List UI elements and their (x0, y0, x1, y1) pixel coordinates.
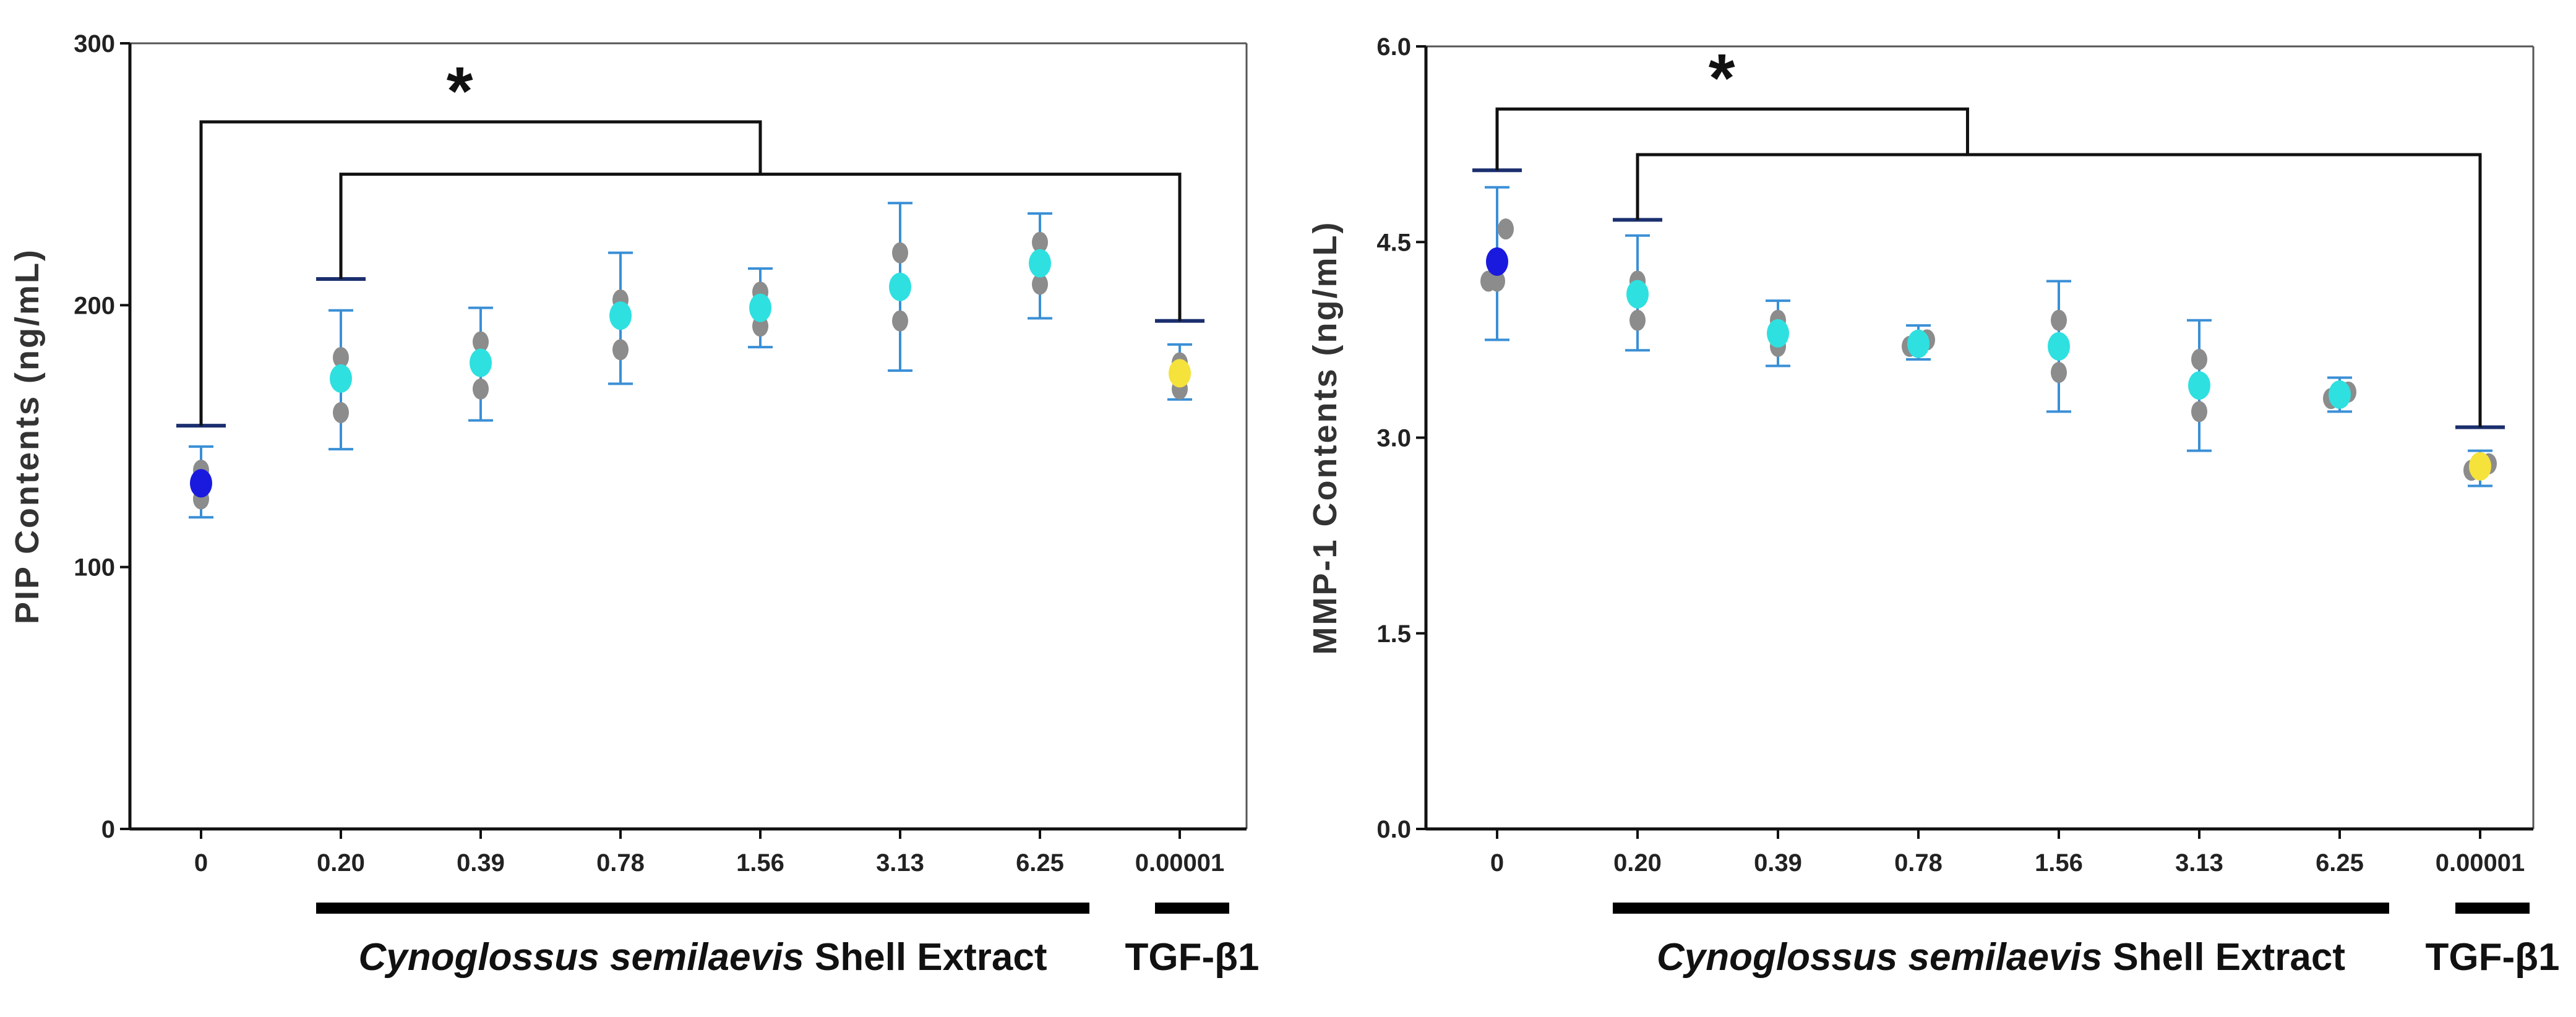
x-tick-label: 0 (1490, 849, 1504, 877)
replicate-point (1629, 309, 1646, 331)
mean-point (470, 348, 492, 377)
group-label-text: TGF-β1 (1125, 936, 1260, 979)
mean-point (2188, 371, 2210, 400)
significance-bracket-upper (199, 120, 762, 426)
y-tick-label: 100 (74, 554, 115, 581)
group-bar (1613, 903, 2389, 914)
group-label-text: TGF-β1 (2426, 936, 2560, 979)
mean-point (2329, 380, 2351, 409)
chart-panel-2: 0.0 1.5 3.0 4.5 6.0 MMP-1 Contents (ng/mL) 0 0.… (1307, 33, 2559, 979)
x-tick-label: 0.00001 (2436, 849, 2525, 877)
y-tick-label: 4.5 (1376, 229, 1411, 256)
x-tick-label: 1.56 (736, 849, 784, 877)
mean-point (749, 293, 771, 322)
x-tick-label: 0.00001 (1135, 849, 1225, 877)
y-tick-label: 200 (74, 292, 115, 319)
y-tick-label: 300 (74, 30, 115, 58)
significance-star: * (447, 53, 473, 129)
mean-point (889, 272, 911, 301)
group-label-text: Shell Extract (804, 936, 1047, 979)
mean-point (1169, 359, 1191, 388)
group-label-italic: Cynoglossus semilaevis (1657, 936, 2102, 979)
significance-bracket-upper (1495, 107, 1969, 171)
y-tick-label: 1.5 (1376, 620, 1411, 648)
x-tick-label: 0.20 (317, 849, 365, 877)
group-label: TGF-β1 (2426, 936, 2560, 979)
replicate-point (1032, 231, 1048, 253)
replicate-point (473, 331, 489, 353)
x-tick-label: 3.13 (876, 849, 924, 877)
replicate-point (2051, 362, 2067, 384)
y-axis-label: PIP Contents (ng/mL) (9, 248, 46, 624)
replicate-point (1032, 273, 1048, 295)
replicate-point (333, 401, 349, 423)
mean-point (1767, 319, 1789, 348)
replicate-point (612, 339, 629, 361)
mean-point (1486, 247, 1508, 276)
group-label-text: Shell Extract (2102, 936, 2345, 979)
mean-point (609, 301, 632, 330)
x-tick-label: 3.13 (2175, 849, 2223, 877)
y-tick-label: 3.0 (1376, 425, 1411, 452)
group-bar (316, 903, 1089, 914)
x-tick-label: 0.78 (596, 849, 645, 877)
x-tick-label: 6.25 (2316, 849, 2364, 877)
mean-point (2469, 452, 2491, 481)
mean-point (1907, 329, 1930, 358)
group-bar (1155, 903, 1229, 914)
group-label-italic: Cynoglossus semilaevis (358, 936, 804, 979)
chart-panel-1: 0 100 200 300 PIP Contents (ng/mL) 0 0.20 0.39 0… (9, 30, 1259, 979)
y-tick-label: 0 (101, 816, 115, 843)
mean-point (1626, 280, 1649, 309)
replicate-point (473, 378, 489, 400)
replicate-point (892, 242, 908, 264)
significance-star: * (1709, 40, 1735, 116)
y-tick-label: 6.0 (1376, 33, 1411, 61)
replicate-point (2191, 349, 2207, 370)
group-bar (2455, 903, 2530, 914)
replicate-point (333, 347, 349, 368)
x-tick-label: 0 (194, 849, 208, 877)
x-tick-label: 0.39 (1754, 849, 1802, 877)
replicate-point (2191, 401, 2207, 423)
group-label: TGF-β1 (1125, 936, 1260, 979)
mean-point (330, 364, 352, 393)
significance-bracket-lower (1636, 153, 2482, 427)
group-label: Cynoglossus semilaevis Shell Extract (358, 936, 1047, 979)
y-tick-label: 0.0 (1376, 816, 1411, 843)
mean-point (190, 469, 212, 498)
x-tick-label: 0.20 (1613, 849, 1662, 877)
replicate-point (2051, 309, 2067, 331)
x-tick-label: 6.25 (1016, 849, 1064, 877)
replicate-point (1498, 218, 1514, 240)
y-axis-label: MMP-1 Contents (ng/mL) (1307, 221, 1344, 655)
replicate-point (1489, 270, 1505, 292)
mean-point (2048, 332, 2070, 361)
x-tick-label: 0.78 (1894, 849, 1943, 877)
group-label: Cynoglossus semilaevis Shell Extract (1657, 936, 2345, 979)
x-tick-label: 1.56 (2035, 849, 2083, 877)
mean-point (1029, 249, 1051, 278)
x-tick-label: 0.39 (457, 849, 505, 877)
replicate-point (892, 310, 908, 332)
